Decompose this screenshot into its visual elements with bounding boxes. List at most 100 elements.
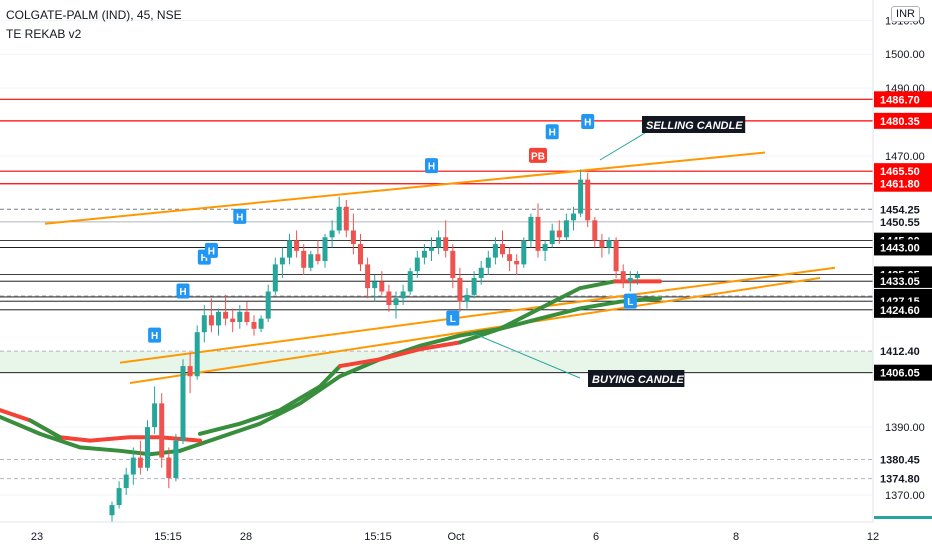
price-level-tag [874,301,932,318]
candle-body [606,240,612,248]
annotation-arrow [599,132,646,161]
price-level-tag [874,91,932,108]
indicator-label: TE REKAB v2 [6,27,82,41]
price-level-tag [874,343,932,360]
price-axis[interactable]: 1510.001500.001490.001470.001390.001370.… [872,0,932,550]
candle-body [116,488,122,506]
price-tick-label: 1500.00 [885,49,925,61]
price-level-label: 1380.45 [880,454,920,466]
signal-marker [176,283,190,299]
price-level-label: 1443.00 [880,242,920,254]
candle-body [322,237,328,261]
price-level-label: 1412.40 [880,346,920,358]
candle-body [514,261,520,265]
candle-body [542,244,548,251]
candle-body [450,250,456,278]
candle-body [407,271,413,292]
signal-marker-label: L [450,314,456,325]
price-level-label: 1454.25 [880,204,920,216]
price-level-label: 1374.80 [880,474,920,486]
candle-layer [109,169,640,522]
signal-marker [204,242,218,258]
signal-marker [446,310,460,326]
currency-badge[interactable]: INR [891,6,920,22]
ma-slow-line [0,414,182,457]
support-zone [0,351,873,373]
candle-body [244,311,250,323]
time-tick-label: 6 [593,531,599,543]
price-level-tag [874,175,932,192]
price-level-tag [874,213,932,230]
price-level-label: 1406.05 [880,368,920,380]
candle-body [485,257,491,268]
ma-fast-line [338,347,422,369]
ma-fast-line [0,408,202,443]
price-level-tag [874,239,932,256]
signal-marker-label: H [179,287,186,298]
candle-body [109,505,115,516]
time-tick-label: 15:15 [154,531,182,543]
trendline-layer [44,151,836,385]
candle-body [372,281,378,289]
price-level-label: 1433.05 [880,276,920,288]
annotation-arrow [469,331,581,379]
time-axis[interactable]: 23 15:15 28 15:15 Oct 6 8 12 [0,521,879,543]
annotation-layer: SELLING CANDLE BUYING CANDLE [469,116,746,387]
candle-body [230,318,236,323]
price-tick-label: 1470.00 [885,151,925,163]
price-level-tag [874,112,932,129]
candle-body [145,427,150,468]
candle-body [336,206,342,231]
candle-body [492,244,498,258]
signal-marker-label: H [151,331,158,342]
candle-body [379,281,385,292]
candle-body [343,206,349,231]
candle-body [287,240,292,258]
price-level-label: 1450.55 [880,217,920,229]
time-tick-label: 8 [733,531,739,543]
support-zone-layer [0,351,873,373]
signal-marker [529,147,547,163]
signal-marker [581,114,595,130]
candle-body [329,230,335,238]
signal-marker-label: L [627,297,633,308]
price-level-label: 1486.70 [880,94,920,106]
candle-body [634,274,640,278]
candle-body [294,240,300,251]
signal-marker-label: H [584,118,591,129]
candle-body [365,264,371,289]
candle-body [159,403,165,458]
candle-body [400,291,406,299]
price-level-tag [874,470,932,487]
price-level-tag [874,364,932,381]
signal-marker-label: H [428,162,435,173]
candle-body [208,315,214,326]
price-tick-label: 1390.00 [885,422,925,434]
candle-body [421,250,427,258]
moving-average-layer [0,279,662,457]
candle-body [123,474,129,489]
signal-marker-label: H [208,246,215,257]
candle-body [627,277,633,282]
price-level-tag [874,273,932,290]
candle-body [393,298,399,306]
time-tick-label: 23 [31,531,43,543]
signal-marker [425,158,438,174]
ma-fast-line [418,340,462,352]
signal-marker [148,327,162,343]
candle-body [571,213,576,221]
time-tick-label: 12 [867,531,879,543]
ma-slow-line [178,296,662,453]
candle-body [272,264,278,292]
price-level-label: 1465.50 [880,166,920,178]
ma-fast-line [198,364,342,436]
candle-body [521,240,527,265]
candle-body [223,311,229,319]
candle-body [585,179,591,221]
candle-body [152,403,158,428]
symbol-title: COLGATE-PALM (IND), 45, NSE [6,8,182,22]
candle-body [201,315,207,333]
